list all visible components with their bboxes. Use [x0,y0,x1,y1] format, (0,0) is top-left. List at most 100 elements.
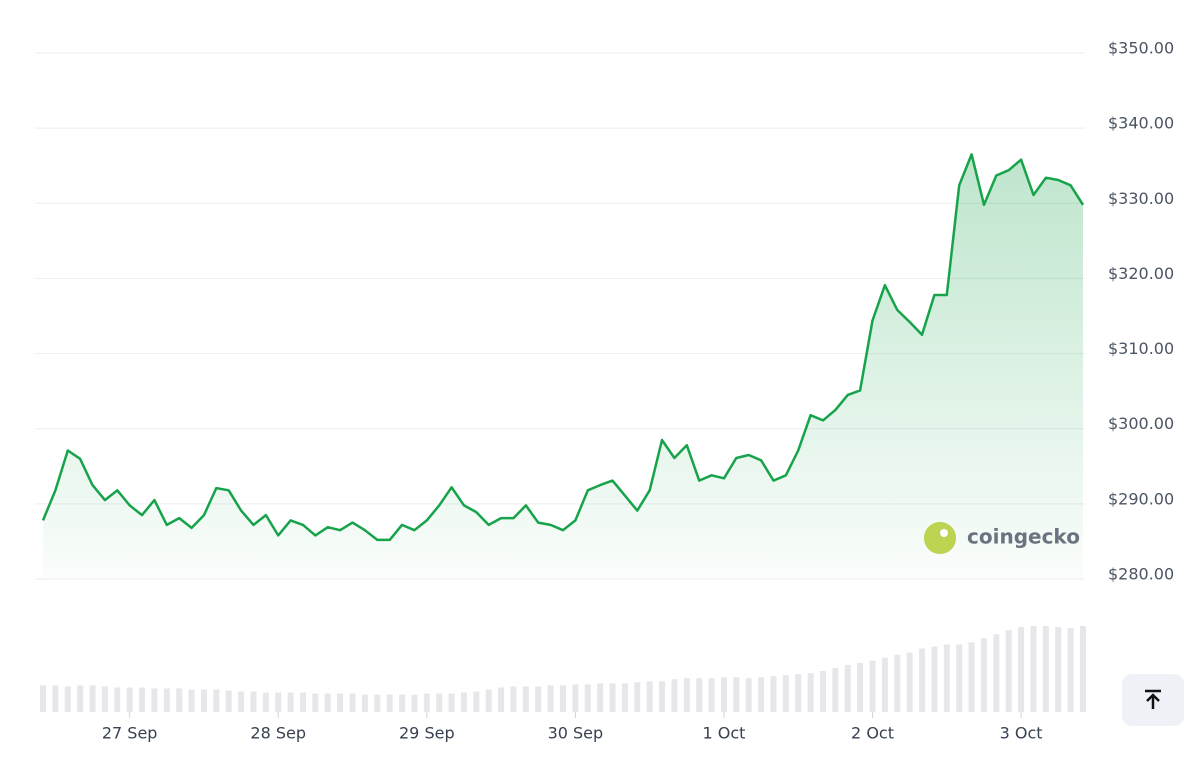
y-tick-label: $300.00 [1108,414,1174,433]
volume-bar [634,682,641,712]
y-tick-label: $280.00 [1108,565,1174,584]
volume-bar [980,638,987,712]
volume-bar [312,693,319,712]
volume-bar [881,657,888,712]
volume-bar [572,684,579,712]
volume-bar [250,691,257,712]
volume-bar [151,688,158,712]
volume-bar [349,693,356,712]
volume-bar [510,686,517,712]
volume-bar [621,683,628,712]
x-tick-label: 3 Oct [1000,724,1043,743]
volume-bar [238,691,245,712]
volume-bar [733,677,740,712]
y-tick-label: $320.00 [1108,264,1174,283]
x-tick-label: 29 Sep [399,724,455,743]
volume-bar [720,677,727,712]
volume-bar [213,689,220,712]
volume-bar [993,634,1000,712]
volume-bar [77,685,84,712]
volume-bar [968,642,975,712]
volume-bar [188,689,195,712]
x-tick-label: 1 Oct [702,724,745,743]
volume-bar [300,692,306,712]
volume-bar [820,671,826,712]
volume-bar [485,689,492,712]
volume-bar [386,694,393,712]
volume-bar [857,662,864,712]
volume-bar [535,686,542,712]
volume-bar [423,693,430,712]
price-area [43,154,1083,579]
volume-bar [919,648,926,712]
volume-bar [101,686,108,712]
volume-bar [584,684,591,712]
y-tick-label: $330.00 [1108,189,1174,208]
volume-bar [40,685,46,712]
volume-bar [361,694,368,712]
y-tick-label: $310.00 [1108,339,1174,358]
watermark-logo [924,522,956,554]
volume-bar [52,685,59,712]
volume-bar [522,686,529,712]
volume-bar [324,693,331,712]
volume-bar [1080,626,1086,712]
y-tick-label: $350.00 [1108,39,1174,58]
volume-bar [844,664,851,712]
scroll-top-button[interactable] [1122,674,1184,726]
volume-bar [275,692,282,712]
volume-bar [659,681,666,712]
volume-bar [1018,627,1025,712]
volume-bar [337,693,344,712]
volume-bar [448,693,455,712]
volume-bar [931,646,938,712]
volume-bar [671,679,678,712]
volume-bar [943,644,950,712]
volume-bar [869,660,876,712]
volume-bar [745,678,752,712]
watermark: coingecko [924,522,1080,554]
volume-bar [782,675,789,712]
x-tick-label: 28 Sep [250,724,306,743]
volume-bar [89,685,96,712]
watermark-text: coingecko [967,525,1080,549]
volume-bar [708,678,715,712]
volume-bar [609,683,616,712]
volume-bar [1030,626,1037,712]
volume-bar [200,689,207,712]
volume-bar [547,685,554,712]
volume-bar [436,693,443,712]
volume-bar [894,654,901,712]
x-tick-label: 27 Sep [102,724,158,743]
volume-bar [795,674,802,712]
volume-bar [832,667,839,712]
volume-bar [374,694,381,712]
volume-bar [807,673,814,712]
volume-bar [139,687,146,712]
volume-bar [473,691,480,712]
volume-bar [758,677,765,712]
volume-bar [287,692,294,712]
volume-bar [114,687,121,712]
volume-bar [1067,628,1074,712]
volume-bar [597,683,604,712]
volume-bar [399,694,406,712]
volume-bar [770,676,777,712]
x-tick-label: 30 Sep [548,724,604,743]
volume-bar [1005,630,1012,712]
volume-bar [225,690,232,712]
volume-bar [498,687,505,712]
watermark-eye [940,529,948,537]
volume-bar [411,694,418,712]
arrow-up-icon [1145,689,1161,709]
watermark-logo-glow [924,522,956,554]
volume-bar [646,681,653,712]
volume-bar [64,686,71,712]
volume-bar [126,687,133,712]
volume-bar [176,688,183,712]
volume-bar [906,652,913,712]
x-tick-label: 2 Oct [851,724,894,743]
